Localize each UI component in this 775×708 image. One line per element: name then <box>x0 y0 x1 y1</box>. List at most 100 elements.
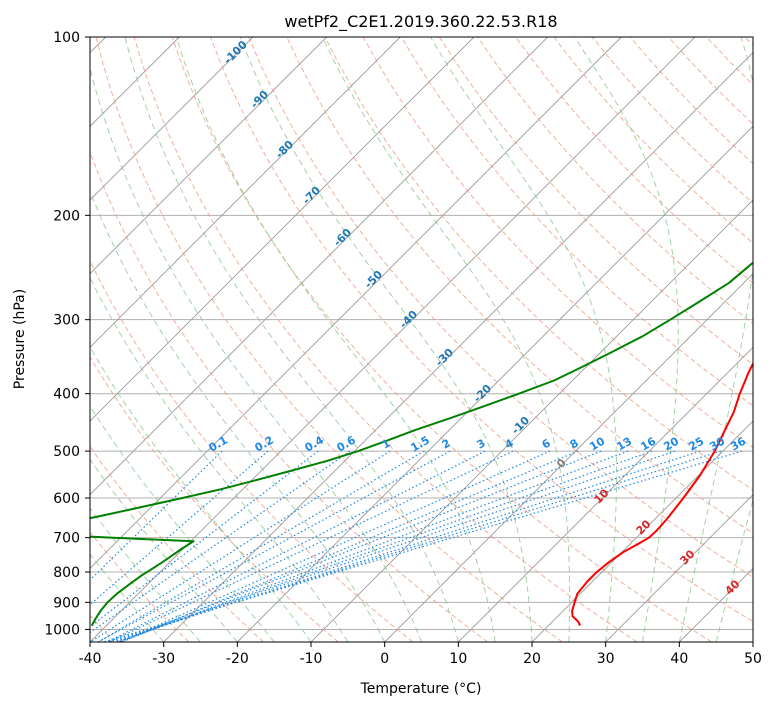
moist-adiabat-label: 40 <box>723 577 743 597</box>
isotherm-line <box>90 37 548 496</box>
y-tick-label: 100 <box>53 30 80 46</box>
y-tick-label: 200 <box>53 208 80 224</box>
x-tick-label: -40 <box>79 651 102 667</box>
moist-adiabat <box>678 37 753 642</box>
moist-adiabat-label: 20 <box>634 517 654 537</box>
mixing-ratio-line <box>96 450 425 642</box>
dry-adiabat-label: -60 <box>331 226 354 249</box>
y-tick-label: 900 <box>53 595 80 611</box>
y-tick-label: 400 <box>53 387 80 403</box>
dry-adiabat-label: -10 <box>509 414 532 437</box>
mixing-ratio-line <box>107 450 514 642</box>
dry-adiabat <box>133 37 638 642</box>
plot-frame <box>89 36 754 643</box>
dry-adiabat <box>90 531 190 642</box>
mixing-ratio-line <box>101 450 743 642</box>
moist-adiabat <box>90 65 422 642</box>
mixing-ratio-label: 6 <box>540 436 553 451</box>
x-tick-label: 40 <box>670 651 688 667</box>
dry-adiabat <box>706 37 753 86</box>
moist-adiabat <box>90 458 238 642</box>
moist-adiabat <box>90 405 275 642</box>
moist-adiabat <box>90 553 165 642</box>
moist-adiabat <box>322 37 571 642</box>
isotherm-line <box>90 37 696 642</box>
x-tick-label: -30 <box>152 651 175 667</box>
isotherm-line <box>605 494 753 642</box>
moist-adiabat <box>90 276 349 642</box>
dry-adiabat <box>90 259 414 642</box>
x-tick-label: -20 <box>226 651 249 667</box>
mixing-ratio-line <box>90 450 319 628</box>
temperature-profile-line <box>571 361 753 627</box>
chart-title: wetPf2_C2E1.2019.360.22.53.R18 <box>284 12 557 32</box>
mixing-ratio-line <box>96 450 451 642</box>
y-tick-label: 1000 <box>44 622 80 638</box>
dry-adiabat <box>553 37 753 244</box>
mixing-ratio-line <box>90 450 391 642</box>
dry-adiabat <box>90 150 488 642</box>
dry-adiabat <box>171 37 712 642</box>
dry-adiabat-label: -50 <box>362 268 385 291</box>
dry-adiabat-label: -90 <box>248 88 271 111</box>
y-axis-label: Pressure (hPa) <box>12 289 28 389</box>
moist-adiabat-label: 10 <box>592 486 612 506</box>
isotherm-line <box>531 420 753 642</box>
dry-adiabat-label: -70 <box>300 184 323 207</box>
y-tick-label: 500 <box>53 444 80 460</box>
mixing-ratio-line <box>115 450 653 642</box>
mixing-ratio-line <box>118 450 551 642</box>
mixing-ratio-label: 8 <box>568 437 581 452</box>
moist-adiabat <box>124 37 459 642</box>
moist-adiabat-label: 0 <box>554 456 569 471</box>
x-axis-label: Temperature (°C) <box>360 681 482 697</box>
dry-adiabat-label: -100 <box>221 38 250 67</box>
axis-layer: -40 -30 -20 -10 0 10 20 30 40 5010020030040050060… <box>44 30 762 667</box>
dry-adiabat <box>90 445 264 642</box>
isotherm-line <box>163 52 753 642</box>
mixing-ratio-line <box>111 450 701 642</box>
isotherm-line <box>752 641 753 642</box>
isotherm-line <box>90 37 622 569</box>
moist-adiabat <box>90 345 312 642</box>
y-tick-label: 700 <box>53 531 80 547</box>
dewpoint-profile-line <box>90 261 753 627</box>
isotherm-line <box>384 273 753 642</box>
y-tick-label: 800 <box>53 565 80 581</box>
dry-adiabat <box>90 356 339 642</box>
dry-adiabat <box>95 37 563 642</box>
mixing-ratio-line <box>90 450 223 581</box>
dry-adiabat <box>400 37 753 407</box>
y-tick-label: 300 <box>53 313 80 329</box>
x-tick-label: 10 <box>449 651 467 667</box>
dry-adiabat-label: -40 <box>397 308 420 331</box>
x-tick-label: 0 <box>380 651 389 667</box>
isotherm-line <box>90 37 401 348</box>
grid-layer <box>90 37 753 642</box>
profile-layer <box>90 261 753 627</box>
moist-adiabat <box>90 189 386 642</box>
dry-adiabat <box>324 37 753 491</box>
dry-adiabat <box>438 37 753 366</box>
isotherm-line <box>237 125 753 642</box>
mixing-ratio-line <box>120 450 579 642</box>
dry-adiabat-label: -80 <box>273 138 296 161</box>
isotherm-line <box>90 37 254 201</box>
moist-adiabat <box>574 37 679 642</box>
isotherm-line <box>90 37 327 275</box>
moist-adiabat <box>239 37 533 642</box>
x-tick-label: 30 <box>597 651 615 667</box>
mixing-ratio-line <box>90 450 351 634</box>
moist-adiabat <box>175 37 496 642</box>
moist-adiabat <box>430 37 617 642</box>
dry-adiabat-label: -20 <box>471 382 494 405</box>
y-tick-label: 600 <box>53 491 80 507</box>
mixing-ratio-label: 2 <box>440 437 453 452</box>
isotherm-line <box>458 346 753 642</box>
isotherm-line <box>90 37 475 422</box>
dry-adiabat <box>515 37 753 284</box>
dry-adiabat-label: -30 <box>433 346 456 369</box>
dry-adiabat <box>210 37 753 623</box>
dry-adiabat <box>744 37 753 47</box>
